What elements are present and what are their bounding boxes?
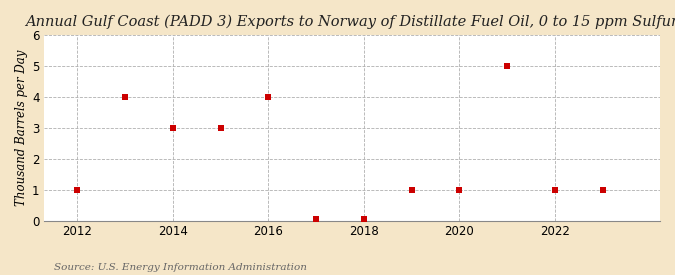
Text: Source: U.S. Energy Information Administration: Source: U.S. Energy Information Administ… bbox=[54, 263, 307, 272]
Point bbox=[167, 126, 178, 130]
Point bbox=[215, 126, 226, 130]
Point bbox=[358, 217, 369, 221]
Point bbox=[597, 188, 608, 192]
Point bbox=[454, 188, 465, 192]
Point bbox=[72, 188, 82, 192]
Title: Annual Gulf Coast (PADD 3) Exports to Norway of Distillate Fuel Oil, 0 to 15 ppm: Annual Gulf Coast (PADD 3) Exports to No… bbox=[26, 15, 675, 29]
Point bbox=[119, 95, 130, 99]
Point bbox=[406, 188, 417, 192]
Point bbox=[549, 188, 560, 192]
Point bbox=[263, 95, 274, 99]
Point bbox=[502, 64, 512, 68]
Point bbox=[310, 217, 321, 221]
Y-axis label: Thousand Barrels per Day: Thousand Barrels per Day bbox=[15, 50, 28, 206]
